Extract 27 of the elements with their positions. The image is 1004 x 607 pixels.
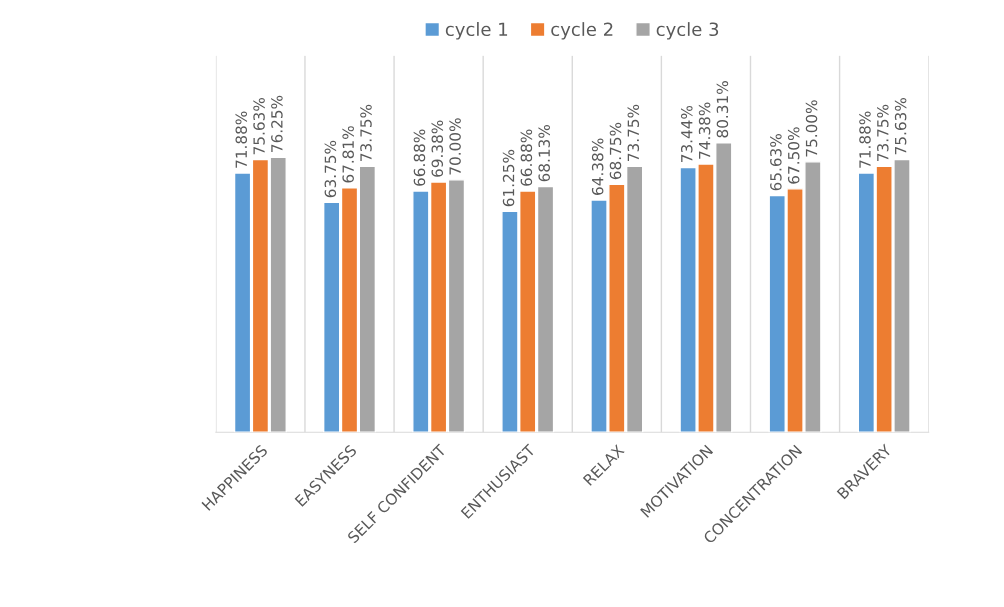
data-label: 69.38%: [431, 120, 444, 177]
data-label: 64.38%: [591, 138, 604, 195]
data-label: 70.00%: [449, 118, 461, 175]
data-label: 75.63%: [253, 97, 265, 155]
data-label: 73.75%: [360, 104, 372, 161]
data-label: 75.63%: [894, 97, 907, 155]
data-label: 74.38%: [698, 102, 711, 159]
legend-label: cycle 1: [445, 22, 508, 40]
data-label: 67.81%: [342, 126, 354, 183]
data-label: 67.50%: [787, 127, 800, 184]
data-label: 71.88%: [859, 111, 871, 168]
data-label: 76.25%: [271, 95, 283, 152]
legend-label: cycle 2: [551, 22, 613, 40]
data-label: 73.75%: [627, 104, 640, 161]
data-label: 61.25%: [502, 149, 515, 207]
data-label: 66.88%: [520, 129, 533, 186]
data-label: 66.88%: [413, 129, 426, 186]
data-label: 63.75%: [324, 140, 337, 198]
data-label: 68.75%: [609, 122, 622, 180]
data-label: 68.13%: [538, 125, 550, 182]
data-label: 71.88%: [235, 111, 248, 168]
data-label: 73.44%: [680, 105, 693, 163]
data-label: 65.63%: [770, 134, 782, 191]
data-label: 73.75%: [877, 104, 889, 161]
data-label: 75.00%: [805, 100, 818, 157]
legend-label: cycle 3: [656, 22, 719, 40]
data-label: 80.31%: [716, 81, 729, 138]
